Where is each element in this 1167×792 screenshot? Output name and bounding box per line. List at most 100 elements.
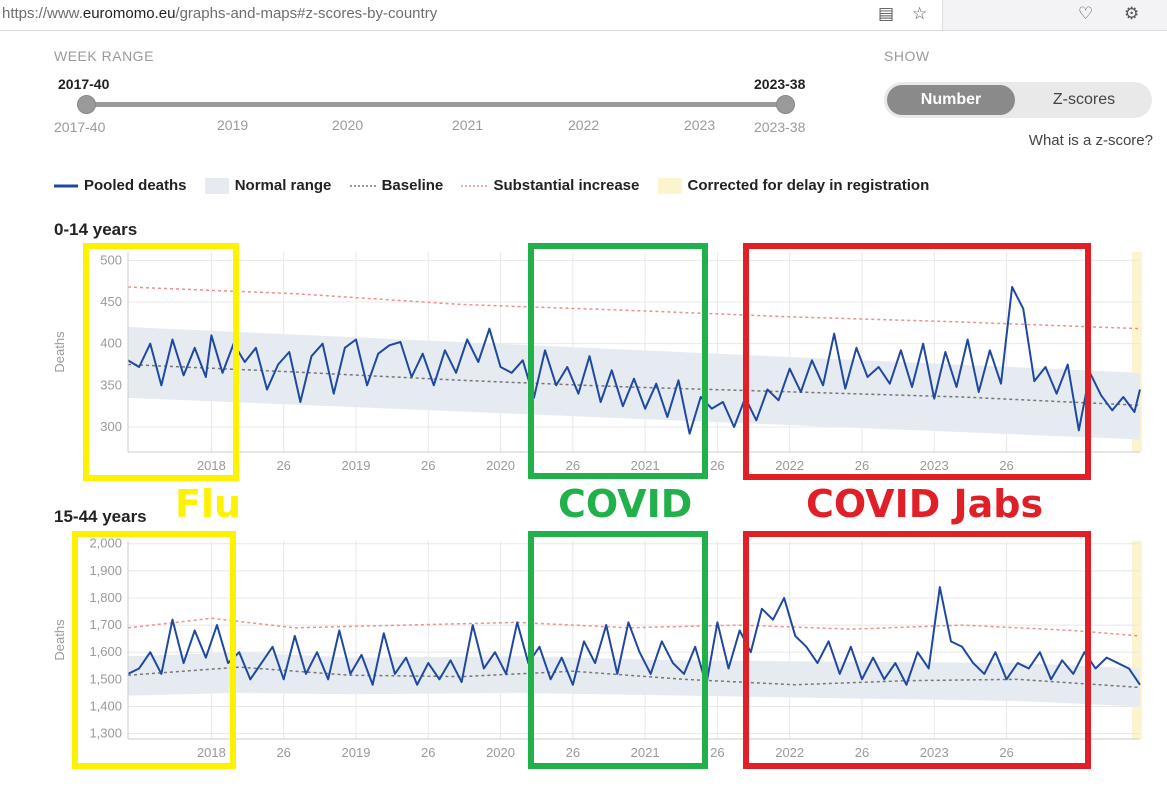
address-url[interactable]: https://www.euromomo.eu/graphs-and-maps#… xyxy=(2,5,437,22)
covid-box-top xyxy=(528,243,708,479)
show-label: SHOW xyxy=(884,48,930,64)
chart2-ytick-label: 1,800 xyxy=(89,590,122,605)
flu-box-bottom xyxy=(72,531,236,769)
covid-box-bottom xyxy=(528,531,708,769)
chart2-pooled-line[interactable] xyxy=(127,586,1141,686)
chart2-baseline-line xyxy=(127,666,1141,689)
chart2-ytick-label: 1,900 xyxy=(89,563,122,578)
chart2-xtick-label: 26 xyxy=(276,745,290,760)
legend-pooled[interactable]: Pooled deaths xyxy=(54,177,187,194)
legend-normal[interactable]: Normal range xyxy=(204,176,332,194)
chart1-xtick-label: 2018 xyxy=(197,458,226,473)
chart2-xtick-label: 2018 xyxy=(197,745,226,760)
legend-corrected[interactable]: Corrected for delay in registration xyxy=(657,176,930,194)
chart1-ytick-label: 400 xyxy=(100,336,122,351)
bookmark-star-icon[interactable]: ☆ xyxy=(912,4,928,23)
chart1-plot-area xyxy=(128,252,1140,452)
chart2-ytick-label: 1,500 xyxy=(89,671,122,686)
chart1-normal-range xyxy=(128,327,1140,440)
address-bar[interactable]: https://www.euromomo.eu/graphs-and-maps#… xyxy=(0,0,943,30)
chart1-xtick-label: 2023 xyxy=(920,458,949,473)
url-domain: euromomo.eu xyxy=(82,5,176,22)
url-prefix: https://www. xyxy=(2,5,83,22)
chart-legend: Pooled deaths Normal range Baseline Subs… xyxy=(54,176,943,194)
chart2-substantial-line xyxy=(127,617,1141,637)
chart1-xtick-label: 2022 xyxy=(775,458,804,473)
chart1-xtick-label: 26 xyxy=(855,458,869,473)
range-axis-end: 2023-38 xyxy=(754,119,806,135)
chart2-xtick-label: 26 xyxy=(710,745,724,760)
chart1-pooled-line[interactable] xyxy=(127,286,1141,435)
chart2-xtick-label: 2022 xyxy=(775,745,804,760)
chart1-ytick-label: 350 xyxy=(100,377,122,392)
chart2-ytick-label: 1,700 xyxy=(89,617,122,632)
chart2-xtick-label: 2023 xyxy=(920,745,949,760)
legend-baseline-label: Baseline xyxy=(381,176,444,194)
toggle-number-button[interactable]: Number xyxy=(887,85,1015,115)
reader-view-icon[interactable]: ▤ xyxy=(878,4,895,23)
chart1-xtick-label: 26 xyxy=(710,458,724,473)
chart2-normal-range xyxy=(128,652,1140,707)
week-range-label: WEEK RANGE xyxy=(54,48,154,64)
chart2-xtick-label: 2019 xyxy=(342,745,371,760)
chart2-xtick-label: 2020 xyxy=(486,745,515,760)
legend-baseline[interactable]: Baseline xyxy=(349,176,444,194)
chart2-ytick-label: 1,300 xyxy=(89,726,122,741)
extensions-icon[interactable]: ⚙ xyxy=(1124,4,1140,23)
range-end-value: 2023-38 xyxy=(754,76,806,92)
chart1-substantial-line xyxy=(127,286,1141,330)
chart2-xtick-label: 26 xyxy=(999,745,1013,760)
chart1-title: 0-14 years xyxy=(54,220,138,239)
legend-substantial[interactable]: Substantial increase xyxy=(461,177,639,194)
what-is-zscore-link[interactable]: What is a z-score? xyxy=(1028,132,1153,149)
range-year-2020: 2020 xyxy=(332,117,364,133)
jabs-box-bottom xyxy=(743,531,1091,769)
range-year-2019: 2019 xyxy=(217,117,249,133)
chart1-xtick-label: 2019 xyxy=(342,458,371,473)
chart2-plot-area xyxy=(128,541,1140,739)
chart2-corrected-area xyxy=(1132,541,1142,739)
url-path: /graphs-and-maps#z-scores-by-country xyxy=(175,5,438,22)
chart2-title: 15-44 years xyxy=(54,507,147,526)
range-year-2023: 2023 xyxy=(684,117,716,133)
chart2-xtick-label: 2021 xyxy=(631,745,660,760)
chart1-xtick-label: 26 xyxy=(999,458,1013,473)
range-start-handle[interactable] xyxy=(77,95,96,114)
chart1-ytick-label: 500 xyxy=(100,252,122,267)
pocket-icon[interactable]: ♡ xyxy=(1078,4,1094,23)
chart1-ytick-label: 450 xyxy=(100,294,122,309)
chart2-ytick-label: 1,400 xyxy=(89,698,122,713)
show-toggle: Number Z-scores xyxy=(884,82,1152,118)
legend-normal-label: Normal range xyxy=(234,176,332,194)
chart1-xtick-label: 26 xyxy=(421,458,435,473)
chart1-xtick-label: 2021 xyxy=(631,458,660,473)
range-axis-start: 2017-40 xyxy=(54,119,106,135)
range-end-handle[interactable] xyxy=(776,95,795,114)
covid-annotation: COVID xyxy=(558,482,693,526)
flu-box-top xyxy=(83,243,239,481)
chart2-ylabel: Deaths xyxy=(52,619,67,661)
toggle-zscores-button[interactable]: Z-scores xyxy=(1052,91,1116,108)
legend-substantial-label: Substantial increase xyxy=(493,176,640,194)
legend-pooled-label: Pooled deaths xyxy=(84,176,187,194)
chart1-corrected-area xyxy=(1132,252,1142,452)
range-year-2022: 2022 xyxy=(568,117,600,133)
legend-corrected-label: Corrected for delay in registration xyxy=(687,176,930,194)
chart2-ytick-label: 2,000 xyxy=(89,536,122,551)
jabs-annotation: COVID Jabs xyxy=(806,482,1044,526)
jabs-box-top xyxy=(743,243,1091,480)
range-start-value: 2017-40 xyxy=(58,76,110,92)
chart1-ylabel: Deaths xyxy=(52,331,67,373)
chart1-ytick-label: 300 xyxy=(100,419,122,434)
chart1-xtick-label: 26 xyxy=(276,458,290,473)
browser-toolbar: https://www.euromomo.eu/graphs-and-maps#… xyxy=(0,0,1167,31)
chart2-xtick-label: 26 xyxy=(421,745,435,760)
chart1-xtick-label: 26 xyxy=(566,458,580,473)
chart2-xtick-label: 26 xyxy=(566,745,580,760)
week-range-track[interactable] xyxy=(86,102,784,107)
chart2-xtick-label: 26 xyxy=(855,745,869,760)
range-year-2021: 2021 xyxy=(452,117,484,133)
flu-annotation: Flu xyxy=(175,482,242,526)
chart2-ytick-label: 1,600 xyxy=(89,644,122,659)
chart1-xtick-label: 2020 xyxy=(486,458,515,473)
